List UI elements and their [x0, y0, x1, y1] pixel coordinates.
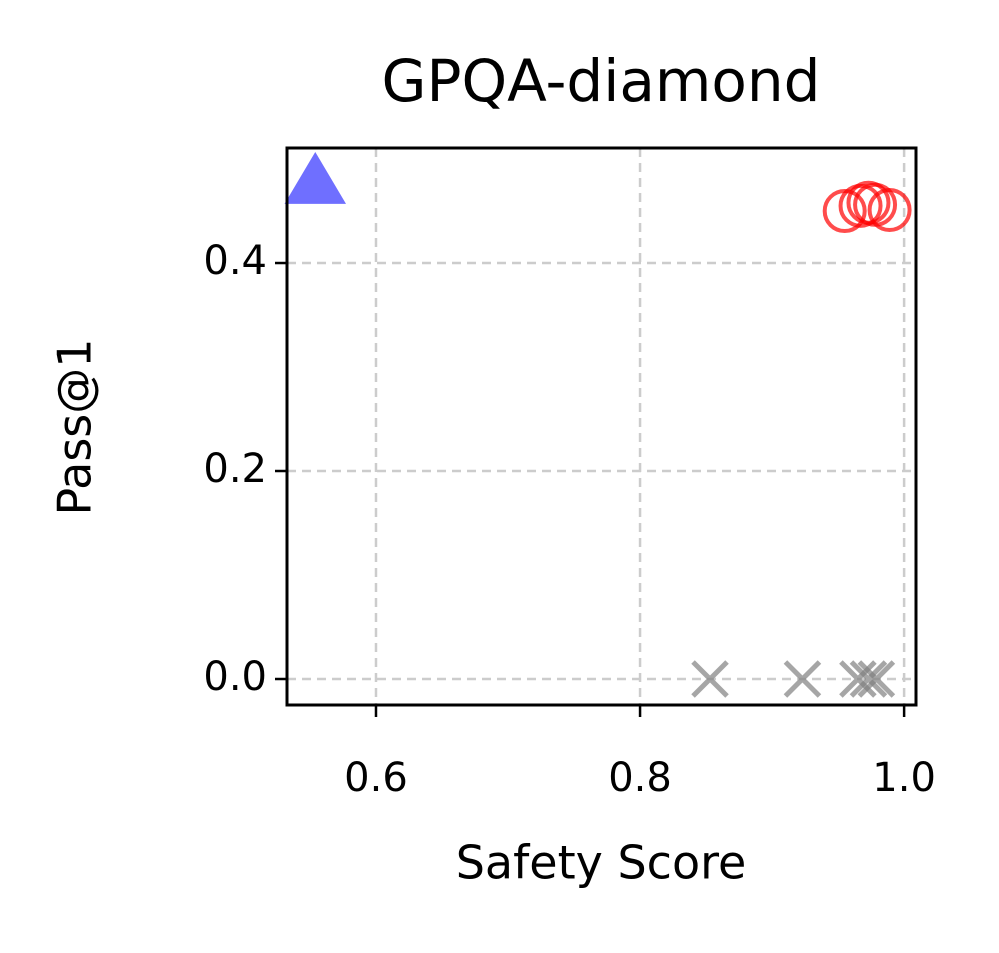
point	[783, 660, 822, 698]
x-tick-label: 1.0	[872, 755, 936, 801]
point	[284, 151, 347, 204]
y-tick-label: 0.2	[203, 446, 267, 492]
point	[867, 187, 912, 232]
x-axis-label: Safety Score	[456, 836, 747, 890]
point	[857, 660, 896, 698]
x-tick-label: 0.6	[344, 755, 408, 801]
y-axis-label: Pass@1	[48, 338, 102, 515]
point	[839, 660, 877, 698]
x-tick-label: 0.8	[608, 755, 672, 801]
y-tick-label: 0.0	[203, 654, 267, 700]
plot-frame	[285, 146, 918, 707]
point	[691, 660, 729, 698]
chart-title: GPQA-diamond	[382, 47, 821, 115]
y-tick-label: 0.4	[203, 238, 267, 284]
point	[849, 660, 888, 698]
